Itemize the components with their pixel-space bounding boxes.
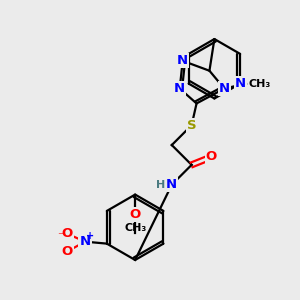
Text: N: N <box>166 178 177 191</box>
Text: N: N <box>235 77 246 90</box>
Text: O: O <box>61 227 73 240</box>
Text: +: + <box>86 231 94 241</box>
Text: CH₃: CH₃ <box>248 79 270 88</box>
Text: N: N <box>219 82 230 95</box>
Text: S: S <box>187 119 196 132</box>
Text: N: N <box>177 54 188 67</box>
Text: O: O <box>61 245 73 258</box>
Text: N: N <box>80 235 91 248</box>
Text: CH₃: CH₃ <box>124 223 146 233</box>
Text: O: O <box>206 150 217 164</box>
Text: N: N <box>174 82 185 95</box>
Text: H: H <box>156 180 165 190</box>
Text: ⁻: ⁻ <box>57 230 64 243</box>
Text: O: O <box>130 208 141 221</box>
